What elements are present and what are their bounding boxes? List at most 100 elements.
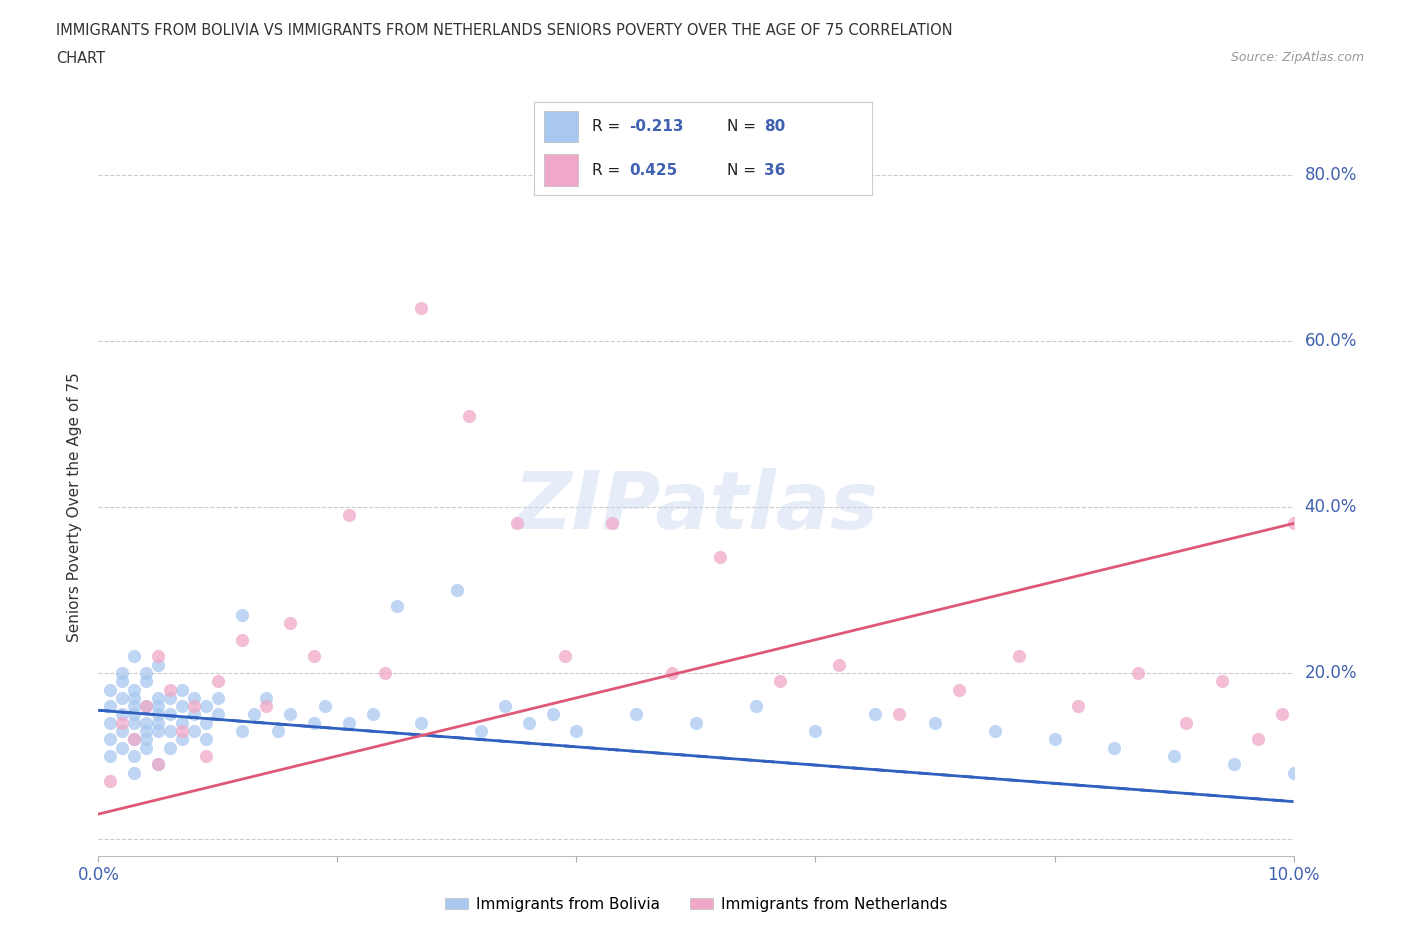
Point: [124, 765, 146, 780]
Point: [458, 408, 481, 423]
Point: [624, 707, 647, 722]
Point: [565, 724, 588, 738]
Text: ZIPatlas: ZIPatlas: [513, 468, 879, 546]
Point: [541, 707, 564, 722]
Point: [148, 715, 170, 730]
Point: [494, 698, 516, 713]
Point: [98, 732, 122, 747]
Point: [983, 724, 1005, 738]
Point: [111, 666, 134, 681]
Text: N =: N =: [727, 119, 761, 134]
Point: [207, 673, 229, 688]
Point: [148, 649, 170, 664]
Point: [600, 516, 623, 531]
Point: [124, 682, 146, 697]
Point: [194, 715, 218, 730]
Point: [1163, 749, 1185, 764]
Point: [231, 724, 253, 738]
Text: 0.425: 0.425: [628, 163, 678, 178]
Legend: Immigrants from Bolivia, Immigrants from Netherlands: Immigrants from Bolivia, Immigrants from…: [439, 891, 953, 918]
Point: [278, 707, 301, 722]
Point: [172, 682, 194, 697]
FancyBboxPatch shape: [544, 154, 578, 186]
Point: [172, 715, 194, 730]
Point: [411, 300, 433, 315]
Point: [135, 698, 157, 713]
Point: [135, 724, 157, 738]
Point: [124, 649, 146, 664]
Text: IMMIGRANTS FROM BOLIVIA VS IMMIGRANTS FROM NETHERLANDS SENIORS POVERTY OVER THE : IMMIGRANTS FROM BOLIVIA VS IMMIGRANTS FR…: [56, 23, 953, 38]
Text: -0.213: -0.213: [628, 119, 683, 134]
Point: [554, 649, 576, 664]
Point: [148, 724, 170, 738]
Point: [111, 724, 134, 738]
Text: 80: 80: [763, 119, 785, 134]
Point: [111, 690, 134, 705]
Point: [135, 715, 157, 730]
Point: [1282, 765, 1305, 780]
Point: [411, 715, 433, 730]
Point: [111, 673, 134, 688]
Point: [148, 757, 170, 772]
Point: [183, 698, 205, 713]
Point: [1175, 715, 1198, 730]
Point: [135, 740, 157, 755]
Point: [385, 599, 409, 614]
Point: [148, 690, 170, 705]
Point: [339, 715, 360, 730]
Point: [159, 682, 181, 697]
Point: [1043, 732, 1066, 747]
Point: [889, 707, 911, 722]
Point: [172, 732, 194, 747]
Text: CHART: CHART: [56, 51, 105, 66]
Point: [183, 724, 205, 738]
Point: [865, 707, 887, 722]
Point: [194, 749, 218, 764]
Point: [124, 732, 146, 747]
Text: Source: ZipAtlas.com: Source: ZipAtlas.com: [1230, 51, 1364, 64]
Text: R =: R =: [592, 119, 624, 134]
Point: [231, 632, 253, 647]
Point: [148, 707, 170, 722]
Point: [111, 715, 134, 730]
Point: [98, 774, 122, 789]
Point: [302, 649, 325, 664]
Point: [231, 607, 253, 622]
Point: [1247, 732, 1270, 747]
Point: [828, 658, 851, 672]
Point: [363, 707, 385, 722]
Text: 60.0%: 60.0%: [1305, 332, 1357, 350]
Point: [124, 749, 146, 764]
Point: [1007, 649, 1029, 664]
Point: [183, 690, 205, 705]
Point: [517, 715, 540, 730]
Point: [1211, 673, 1233, 688]
Point: [148, 658, 170, 672]
Point: [124, 698, 146, 713]
Point: [183, 707, 205, 722]
Point: [267, 724, 290, 738]
Point: [207, 690, 229, 705]
Point: [124, 707, 146, 722]
Point: [768, 673, 790, 688]
Point: [506, 516, 529, 531]
Point: [159, 690, 181, 705]
Point: [1067, 698, 1090, 713]
Text: N =: N =: [727, 163, 761, 178]
Point: [315, 698, 337, 713]
Point: [685, 715, 707, 730]
Point: [278, 616, 301, 631]
Point: [148, 698, 170, 713]
Point: [148, 757, 170, 772]
Point: [470, 724, 492, 738]
Point: [98, 715, 122, 730]
Point: [1128, 666, 1150, 681]
Point: [194, 698, 218, 713]
Text: 40.0%: 40.0%: [1305, 498, 1357, 516]
Text: 80.0%: 80.0%: [1305, 166, 1357, 184]
Point: [124, 732, 146, 747]
Point: [254, 690, 277, 705]
FancyBboxPatch shape: [544, 111, 578, 142]
Point: [159, 707, 181, 722]
Point: [194, 732, 218, 747]
